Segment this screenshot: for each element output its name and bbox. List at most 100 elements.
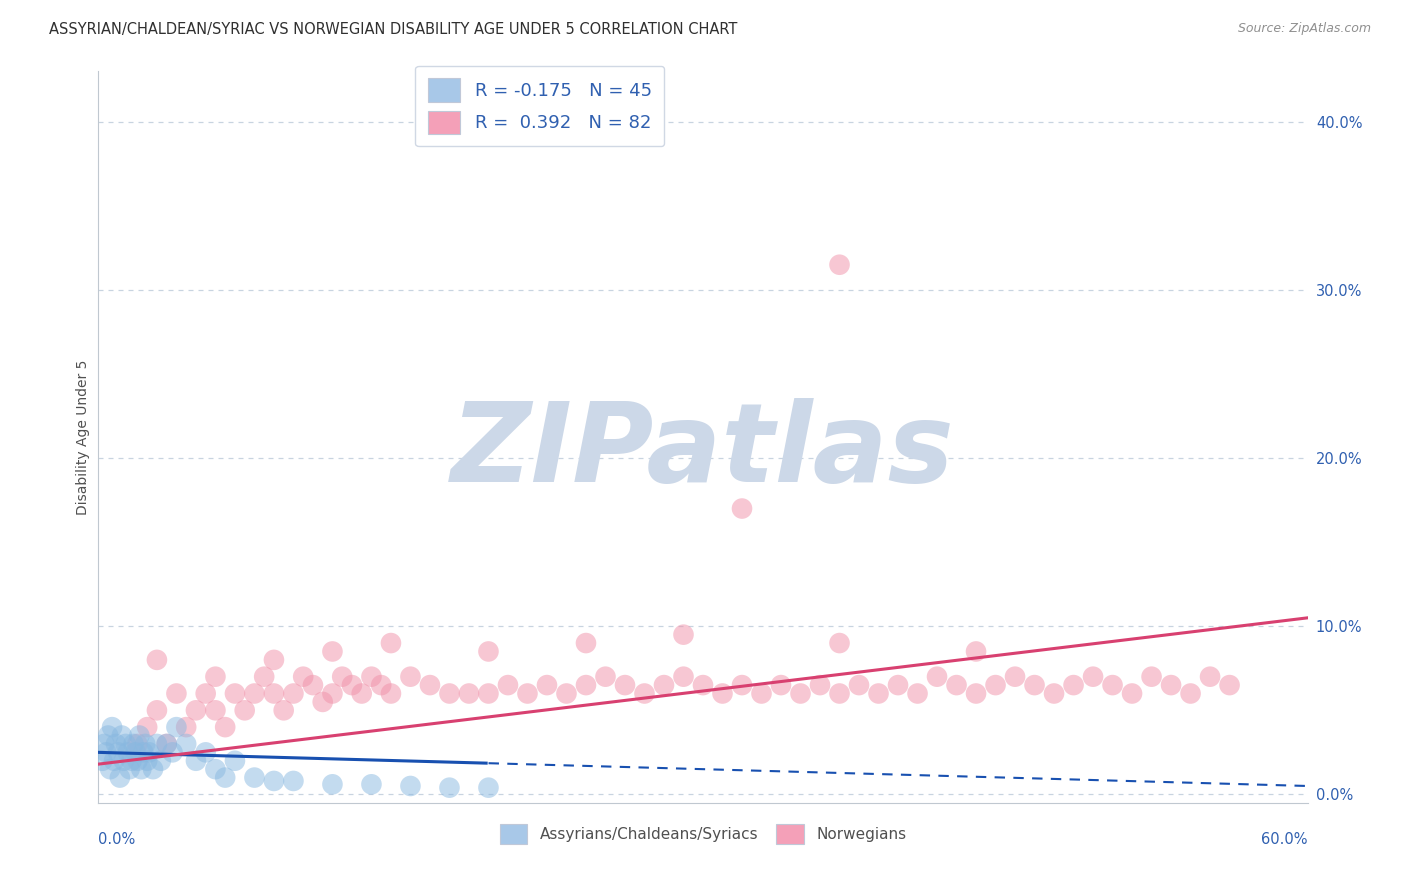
Point — [458, 686, 481, 700]
Text: 60.0%: 60.0% — [1261, 832, 1308, 847]
Point — [127, 754, 149, 768]
Point — [104, 737, 127, 751]
Point — [174, 720, 197, 734]
Point — [146, 653, 169, 667]
Y-axis label: Disability Age Under 5: Disability Age Under 5 — [76, 359, 90, 515]
Point — [118, 762, 141, 776]
Point — [1160, 678, 1182, 692]
Point — [243, 686, 266, 700]
Point — [146, 703, 169, 717]
Point — [711, 686, 734, 700]
Point — [887, 678, 910, 692]
Point — [124, 745, 146, 759]
Point — [233, 703, 256, 717]
Point — [194, 745, 217, 759]
Point — [312, 695, 335, 709]
Point — [731, 678, 754, 692]
Point — [848, 678, 870, 692]
Point — [1101, 678, 1123, 692]
Point — [477, 780, 499, 795]
Point — [965, 686, 987, 700]
Text: 0.0%: 0.0% — [98, 832, 135, 847]
Point — [536, 678, 558, 692]
Point — [672, 670, 695, 684]
Point — [162, 745, 184, 759]
Point — [142, 762, 165, 776]
Point — [399, 779, 422, 793]
Point — [496, 678, 519, 692]
Point — [360, 777, 382, 791]
Point — [1199, 670, 1222, 684]
Point — [194, 686, 217, 700]
Point — [399, 670, 422, 684]
Point — [103, 754, 125, 768]
Point — [253, 670, 276, 684]
Point — [149, 754, 172, 768]
Point — [828, 258, 851, 272]
Point — [575, 636, 598, 650]
Point — [108, 771, 131, 785]
Point — [1121, 686, 1143, 700]
Point — [340, 678, 363, 692]
Point — [136, 754, 159, 768]
Point — [555, 686, 578, 700]
Point — [808, 678, 831, 692]
Point — [751, 686, 773, 700]
Point — [595, 670, 617, 684]
Point — [122, 737, 145, 751]
Point — [131, 762, 153, 776]
Point — [132, 745, 155, 759]
Point — [243, 771, 266, 785]
Text: ASSYRIAN/CHALDEAN/SYRIAC VS NORWEGIAN DISABILITY AGE UNDER 5 CORRELATION CHART: ASSYRIAN/CHALDEAN/SYRIAC VS NORWEGIAN DI… — [49, 22, 738, 37]
Point — [302, 678, 325, 692]
Point — [121, 754, 143, 768]
Point — [868, 686, 890, 700]
Point — [165, 686, 187, 700]
Point — [165, 720, 187, 734]
Point — [127, 737, 149, 751]
Point — [91, 754, 114, 768]
Point — [360, 670, 382, 684]
Text: ZIPatlas: ZIPatlas — [451, 398, 955, 505]
Point — [321, 777, 343, 791]
Point — [97, 729, 120, 743]
Point — [652, 678, 675, 692]
Point — [439, 780, 461, 795]
Point — [128, 729, 150, 743]
Point — [769, 678, 792, 692]
Point — [146, 737, 169, 751]
Point — [692, 678, 714, 692]
Point — [93, 737, 115, 751]
Point — [111, 729, 134, 743]
Point — [136, 720, 159, 734]
Point — [1219, 678, 1241, 692]
Point — [156, 737, 179, 751]
Point — [1024, 678, 1046, 692]
Point — [380, 686, 402, 700]
Point — [214, 720, 236, 734]
Point — [204, 703, 226, 717]
Point — [134, 737, 156, 751]
Point — [1140, 670, 1163, 684]
Point — [380, 636, 402, 650]
Point — [321, 644, 343, 658]
Point — [112, 754, 135, 768]
Point — [1063, 678, 1085, 692]
Point — [96, 745, 118, 759]
Point — [107, 745, 129, 759]
Point — [101, 720, 124, 734]
Point — [224, 686, 246, 700]
Point — [516, 686, 538, 700]
Point — [828, 636, 851, 650]
Point — [138, 745, 160, 759]
Point — [204, 762, 226, 776]
Point — [984, 678, 1007, 692]
Point — [263, 773, 285, 788]
Point — [1180, 686, 1202, 700]
Point — [321, 686, 343, 700]
Point — [1043, 686, 1066, 700]
Point — [370, 678, 392, 692]
Point — [224, 754, 246, 768]
Point — [98, 762, 121, 776]
Point — [330, 670, 353, 684]
